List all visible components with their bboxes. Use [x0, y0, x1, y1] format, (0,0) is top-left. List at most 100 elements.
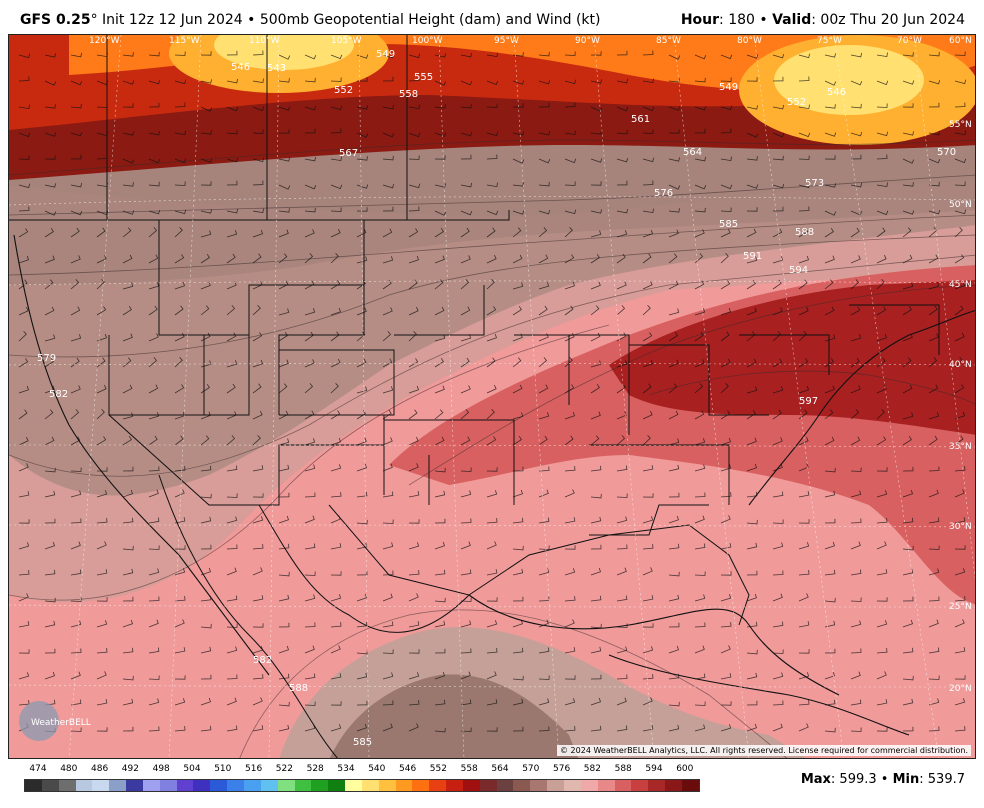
- wind-barb: [18, 279, 28, 290]
- wind-barb: [876, 569, 888, 576]
- lat-label: 45°N: [949, 280, 972, 290]
- wind-barb: [668, 622, 680, 628]
- wind-barb: [642, 623, 654, 628]
- wind-barb: [772, 155, 784, 161]
- wind-barb: [278, 383, 288, 394]
- wind-barb: [174, 698, 186, 706]
- wind-barb: [590, 544, 602, 550]
- wind-barb: [356, 672, 368, 680]
- wind-barb: [96, 436, 107, 446]
- wind-barb: [486, 384, 497, 394]
- wind-barb: [278, 571, 290, 577]
- lon-label: 115°W: [169, 36, 200, 46]
- wind-barb: [434, 227, 444, 238]
- wind-barb: [798, 183, 811, 189]
- wind-barb: [434, 467, 446, 473]
- wind-barb: [512, 596, 524, 602]
- wind-barb: [772, 256, 784, 264]
- max-label: Max: [800, 772, 831, 787]
- wind-barb: [798, 436, 809, 446]
- wind-barb: [174, 384, 185, 394]
- wind-barb: [928, 412, 940, 420]
- wind-barb: [512, 282, 524, 290]
- wind-barb: [252, 332, 263, 342]
- colorbar-tick-label: 474: [29, 764, 47, 774]
- wind-barb: [954, 158, 967, 164]
- wind-barb: [434, 648, 446, 654]
- wind-barb: [954, 545, 966, 550]
- wind-barb: [564, 517, 576, 524]
- wind-barb: [694, 543, 706, 550]
- wind-barb: [382, 76, 394, 82]
- wind-barb: [928, 384, 939, 394]
- wind-barb: [434, 727, 446, 733]
- wind-barb: [174, 545, 186, 550]
- wind-barb: [902, 254, 913, 264]
- wind-barb: [928, 596, 940, 602]
- wind-barb: [642, 674, 654, 680]
- wind-barb: [928, 333, 939, 342]
- wind-barb: [226, 465, 238, 472]
- wind-barb: [668, 464, 680, 472]
- wind-barb: [278, 438, 290, 446]
- wind-barb: [720, 253, 729, 264]
- wind-barb: [304, 77, 316, 83]
- wind-barb: [798, 132, 811, 138]
- separator: •: [247, 12, 256, 28]
- wind-barb: [304, 156, 316, 162]
- wind-barb: [798, 542, 810, 550]
- wind-barb: [720, 543, 732, 550]
- wind-barb: [434, 569, 446, 576]
- wind-barb: [564, 545, 576, 550]
- wind-barb: [226, 697, 237, 706]
- wind-barb: [668, 331, 678, 342]
- wind-barb: [642, 697, 653, 706]
- wind-barb: [746, 228, 757, 238]
- colorbar-swatch: [243, 780, 261, 791]
- wind-barb: [850, 80, 863, 86]
- wind-barb: [148, 619, 159, 628]
- wind-barb: [70, 671, 81, 680]
- wind-barb: [824, 671, 836, 680]
- wind-barb: [772, 228, 783, 238]
- wind-barb: [616, 305, 626, 316]
- wind-barb: [96, 131, 109, 137]
- wind-barb: [928, 305, 938, 316]
- wind-barb: [278, 106, 291, 111]
- wind-barb: [200, 674, 212, 680]
- wind-barb: [928, 466, 940, 472]
- wind-barb: [408, 228, 419, 238]
- wind-barb: [44, 104, 56, 109]
- wind-barb: [694, 515, 705, 524]
- colorbar-tick-label: 480: [60, 764, 78, 774]
- wind-barb: [746, 105, 758, 110]
- wind-barb: [486, 52, 498, 58]
- wind-barb: [928, 698, 940, 706]
- wind-barb: [512, 568, 524, 576]
- wind-barb: [954, 305, 964, 316]
- wind-barb: [304, 673, 316, 680]
- contour-label: 552: [334, 85, 353, 96]
- wind-barb: [122, 596, 134, 602]
- wind-barb: [720, 410, 731, 420]
- colorbar-tick-label: 492: [121, 764, 139, 774]
- wind-barb: [226, 253, 236, 264]
- wind-barb: [538, 545, 550, 550]
- wind-barb: [772, 279, 782, 290]
- wind-barb: [252, 435, 261, 446]
- wind-barb: [824, 279, 834, 290]
- wind-barb: [538, 675, 550, 680]
- colorbar-swatch: [25, 780, 42, 791]
- weather-map[interactable]: 120°W 115°W 110°W 105°W 100°W 95°W 90°W …: [8, 34, 976, 759]
- wind-barb: [304, 54, 317, 60]
- wind-barb: [174, 102, 186, 108]
- wind-barb: [564, 281, 576, 290]
- wind-barb: [928, 435, 938, 446]
- wind-barb: [824, 620, 836, 628]
- wind-barb: [460, 131, 473, 137]
- wind-barb: [122, 357, 132, 368]
- colorbar-tick-label: 534: [337, 764, 355, 774]
- wind-barb: [278, 543, 290, 550]
- wind-barb: [642, 253, 652, 264]
- wind-barb: [330, 54, 343, 60]
